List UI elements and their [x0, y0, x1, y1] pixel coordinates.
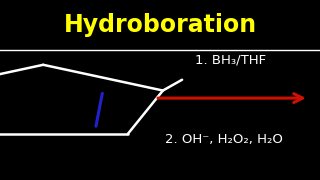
Text: 2. OH⁻, H₂O₂, H₂O: 2. OH⁻, H₂O₂, H₂O [165, 133, 283, 146]
Text: Hydroboration: Hydroboration [63, 13, 257, 37]
Text: 1. BH₃/THF: 1. BH₃/THF [195, 54, 266, 67]
